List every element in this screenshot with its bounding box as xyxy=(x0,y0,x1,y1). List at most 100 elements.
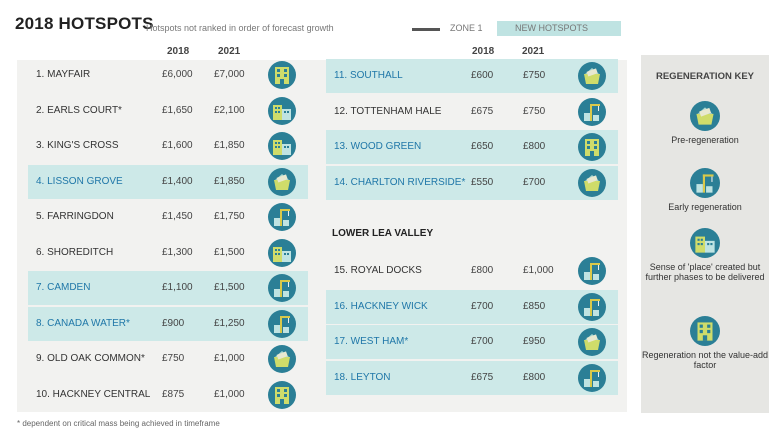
new-hotspots-legend-label: NEW HOTSPOTS xyxy=(515,23,589,33)
hotspot-name: 9. OLD OAK COMMON* xyxy=(36,353,145,364)
regeneration-key-item: Early regeneration xyxy=(641,168,769,212)
price-2021: £1,250 xyxy=(214,317,245,329)
price-2021: £750 xyxy=(523,105,546,117)
price-2018: £650 xyxy=(471,141,494,152)
regeneration-key-label: Pre-regeneration xyxy=(671,135,739,145)
pre-regeneration-icon xyxy=(578,62,606,90)
hotspot-row: 9. OLD OAK COMMON* £750 £1,000 xyxy=(28,342,308,376)
sense-of-place-icon xyxy=(268,96,296,125)
regeneration-key-label: Sense of 'place' created but further pha… xyxy=(645,262,765,282)
hotspot-row: 17. WEST HAM* £700 £950 xyxy=(326,325,618,359)
regeneration-key-label: Regeneration not the value-add factor xyxy=(641,350,769,370)
price-2018: £750 xyxy=(162,353,185,364)
column-header-2018-right: 2018 xyxy=(472,46,495,57)
column-header-2021-left: 2021 xyxy=(218,46,241,57)
early-regeneration-icon xyxy=(578,97,606,126)
pre-regeneration-icon xyxy=(690,101,720,131)
hotspot-row: 1. MAYFAIR £6,000 £7,000 xyxy=(28,58,308,92)
price-2021: £1,750 xyxy=(214,211,245,222)
sense-of-place-icon xyxy=(268,132,296,160)
hotspot-row: 12. TOTTENHAM HALE £675 £750 xyxy=(326,95,618,129)
early-regeneration-icon xyxy=(578,363,606,392)
hotspot-row: 5. FARRINGDON £1,450 £1,750 xyxy=(28,200,308,234)
price-2018: £1,100 xyxy=(162,282,193,293)
price-2018: £800 xyxy=(471,265,494,276)
price-2021: £1,850 xyxy=(214,175,245,187)
price-2021: £1,000 xyxy=(214,388,245,400)
hotspot-row: 13. WOOD GREEN £650 £800 xyxy=(326,130,618,164)
hotspot-name: 11. SOUTHALL xyxy=(334,70,403,81)
price-2018: £6,000 xyxy=(162,69,193,80)
regeneration-not-factor-icon xyxy=(690,316,720,346)
price-2018: £1,300 xyxy=(162,246,193,258)
hotspot-row: 16. HACKNEY WICK £700 £850 xyxy=(326,289,618,324)
pre-regeneration-icon xyxy=(578,168,606,197)
price-2021: £1,500 xyxy=(214,282,245,293)
hotspot-name: 16. HACKNEY WICK xyxy=(334,300,428,312)
new-hotspots-legend-swatch xyxy=(497,21,621,36)
early-regeneration-icon xyxy=(578,292,606,321)
hotspot-name: 17. WEST HAM* xyxy=(334,336,409,347)
hotspot-name: 1. MAYFAIR xyxy=(36,69,91,80)
hotspot-row: 14. CHARLTON RIVERSIDE* £550 £700 xyxy=(326,165,618,200)
footnote: * dependent on critical mass being achie… xyxy=(17,419,220,428)
zone1-legend-swatch xyxy=(412,28,440,31)
price-2018: £675 xyxy=(471,105,494,117)
pre-regeneration-icon xyxy=(578,328,606,356)
page-title: 2018 HOTSPOTS xyxy=(15,14,154,33)
early-regeneration-icon xyxy=(268,274,296,302)
hotspot-name: 8. CANADA WATER* xyxy=(36,317,130,329)
price-2018: £675 xyxy=(471,371,494,383)
price-2021: £850 xyxy=(523,300,546,312)
hotspot-row: 3. KING'S CROSS £1,600 £1,850 xyxy=(28,129,308,163)
price-2018: £550 xyxy=(471,176,494,188)
hotspot-row: 6. SHOREDITCH £1,300 £1,500 xyxy=(28,236,308,270)
section-heading-lower-lea-valley: LOWER LEA VALLEY xyxy=(332,228,434,239)
price-2021: £700 xyxy=(523,176,546,188)
price-2021: £1,000 xyxy=(523,265,554,276)
hotspot-name: 3. KING'S CROSS xyxy=(36,140,119,151)
regeneration-key-item: Regeneration not the value-add factor xyxy=(641,316,769,370)
price-2021: £800 xyxy=(523,141,546,152)
regeneration-not-factor-icon xyxy=(268,61,296,89)
hotspot-name: 12. TOTTENHAM HALE xyxy=(334,105,442,117)
hotspot-row: 7. CAMDEN £1,100 £1,500 xyxy=(28,271,308,305)
price-2018: £1,600 xyxy=(162,140,193,151)
early-regeneration-icon xyxy=(690,168,720,198)
hotspot-row: 11. SOUTHALL £600 £750 xyxy=(326,59,618,93)
early-regeneration-icon xyxy=(268,203,296,231)
hotspot-name: 5. FARRINGDON xyxy=(36,211,114,222)
price-2018: £875 xyxy=(162,388,185,400)
price-2018: £900 xyxy=(162,317,185,329)
price-2018: £1,450 xyxy=(162,211,193,222)
regeneration-key-title: REGENERATION KEY xyxy=(655,71,754,82)
price-2021: £750 xyxy=(523,70,546,81)
price-2018: £600 xyxy=(471,70,494,81)
page-subtitle: Hotspots not ranked in order of forecast… xyxy=(146,23,334,33)
hotspot-name: 18. LEYTON xyxy=(334,371,391,383)
hotspot-name: 15. ROYAL DOCKS xyxy=(334,265,422,276)
regeneration-key-item: Pre-regeneration xyxy=(641,101,769,145)
hotspot-name: 10. HACKNEY CENTRAL xyxy=(36,388,151,400)
price-2021: £2,100 xyxy=(214,104,245,116)
price-2018: £700 xyxy=(471,336,494,347)
hotspot-name: 14. CHARLTON RIVERSIDE* xyxy=(334,176,466,188)
pre-regeneration-icon xyxy=(268,345,296,373)
hotspot-name: 7. CAMDEN xyxy=(36,282,91,293)
column-header-2018-left: 2018 xyxy=(167,46,190,57)
sense-of-place-icon xyxy=(268,238,296,267)
early-regeneration-icon xyxy=(268,309,296,338)
sense-of-place-icon xyxy=(690,228,720,258)
hotspot-row: 10. HACKNEY CENTRAL £875 £1,000 xyxy=(28,378,308,412)
zone1-legend-label: ZONE 1 xyxy=(450,23,483,33)
hotspot-row: 18. LEYTON £675 £800 xyxy=(326,360,618,395)
pre-regeneration-icon xyxy=(268,167,296,196)
early-regeneration-icon xyxy=(578,257,606,285)
regeneration-key-item: Sense of 'place' created but further pha… xyxy=(641,228,769,282)
hotspot-name: 2. EARLS COURT* xyxy=(36,104,122,116)
regeneration-key-label: Early regeneration xyxy=(668,202,742,212)
column-header-2021-right: 2021 xyxy=(522,46,545,57)
price-2021: £800 xyxy=(523,371,546,383)
price-2018: £1,650 xyxy=(162,104,193,116)
price-2021: £7,000 xyxy=(214,69,245,80)
